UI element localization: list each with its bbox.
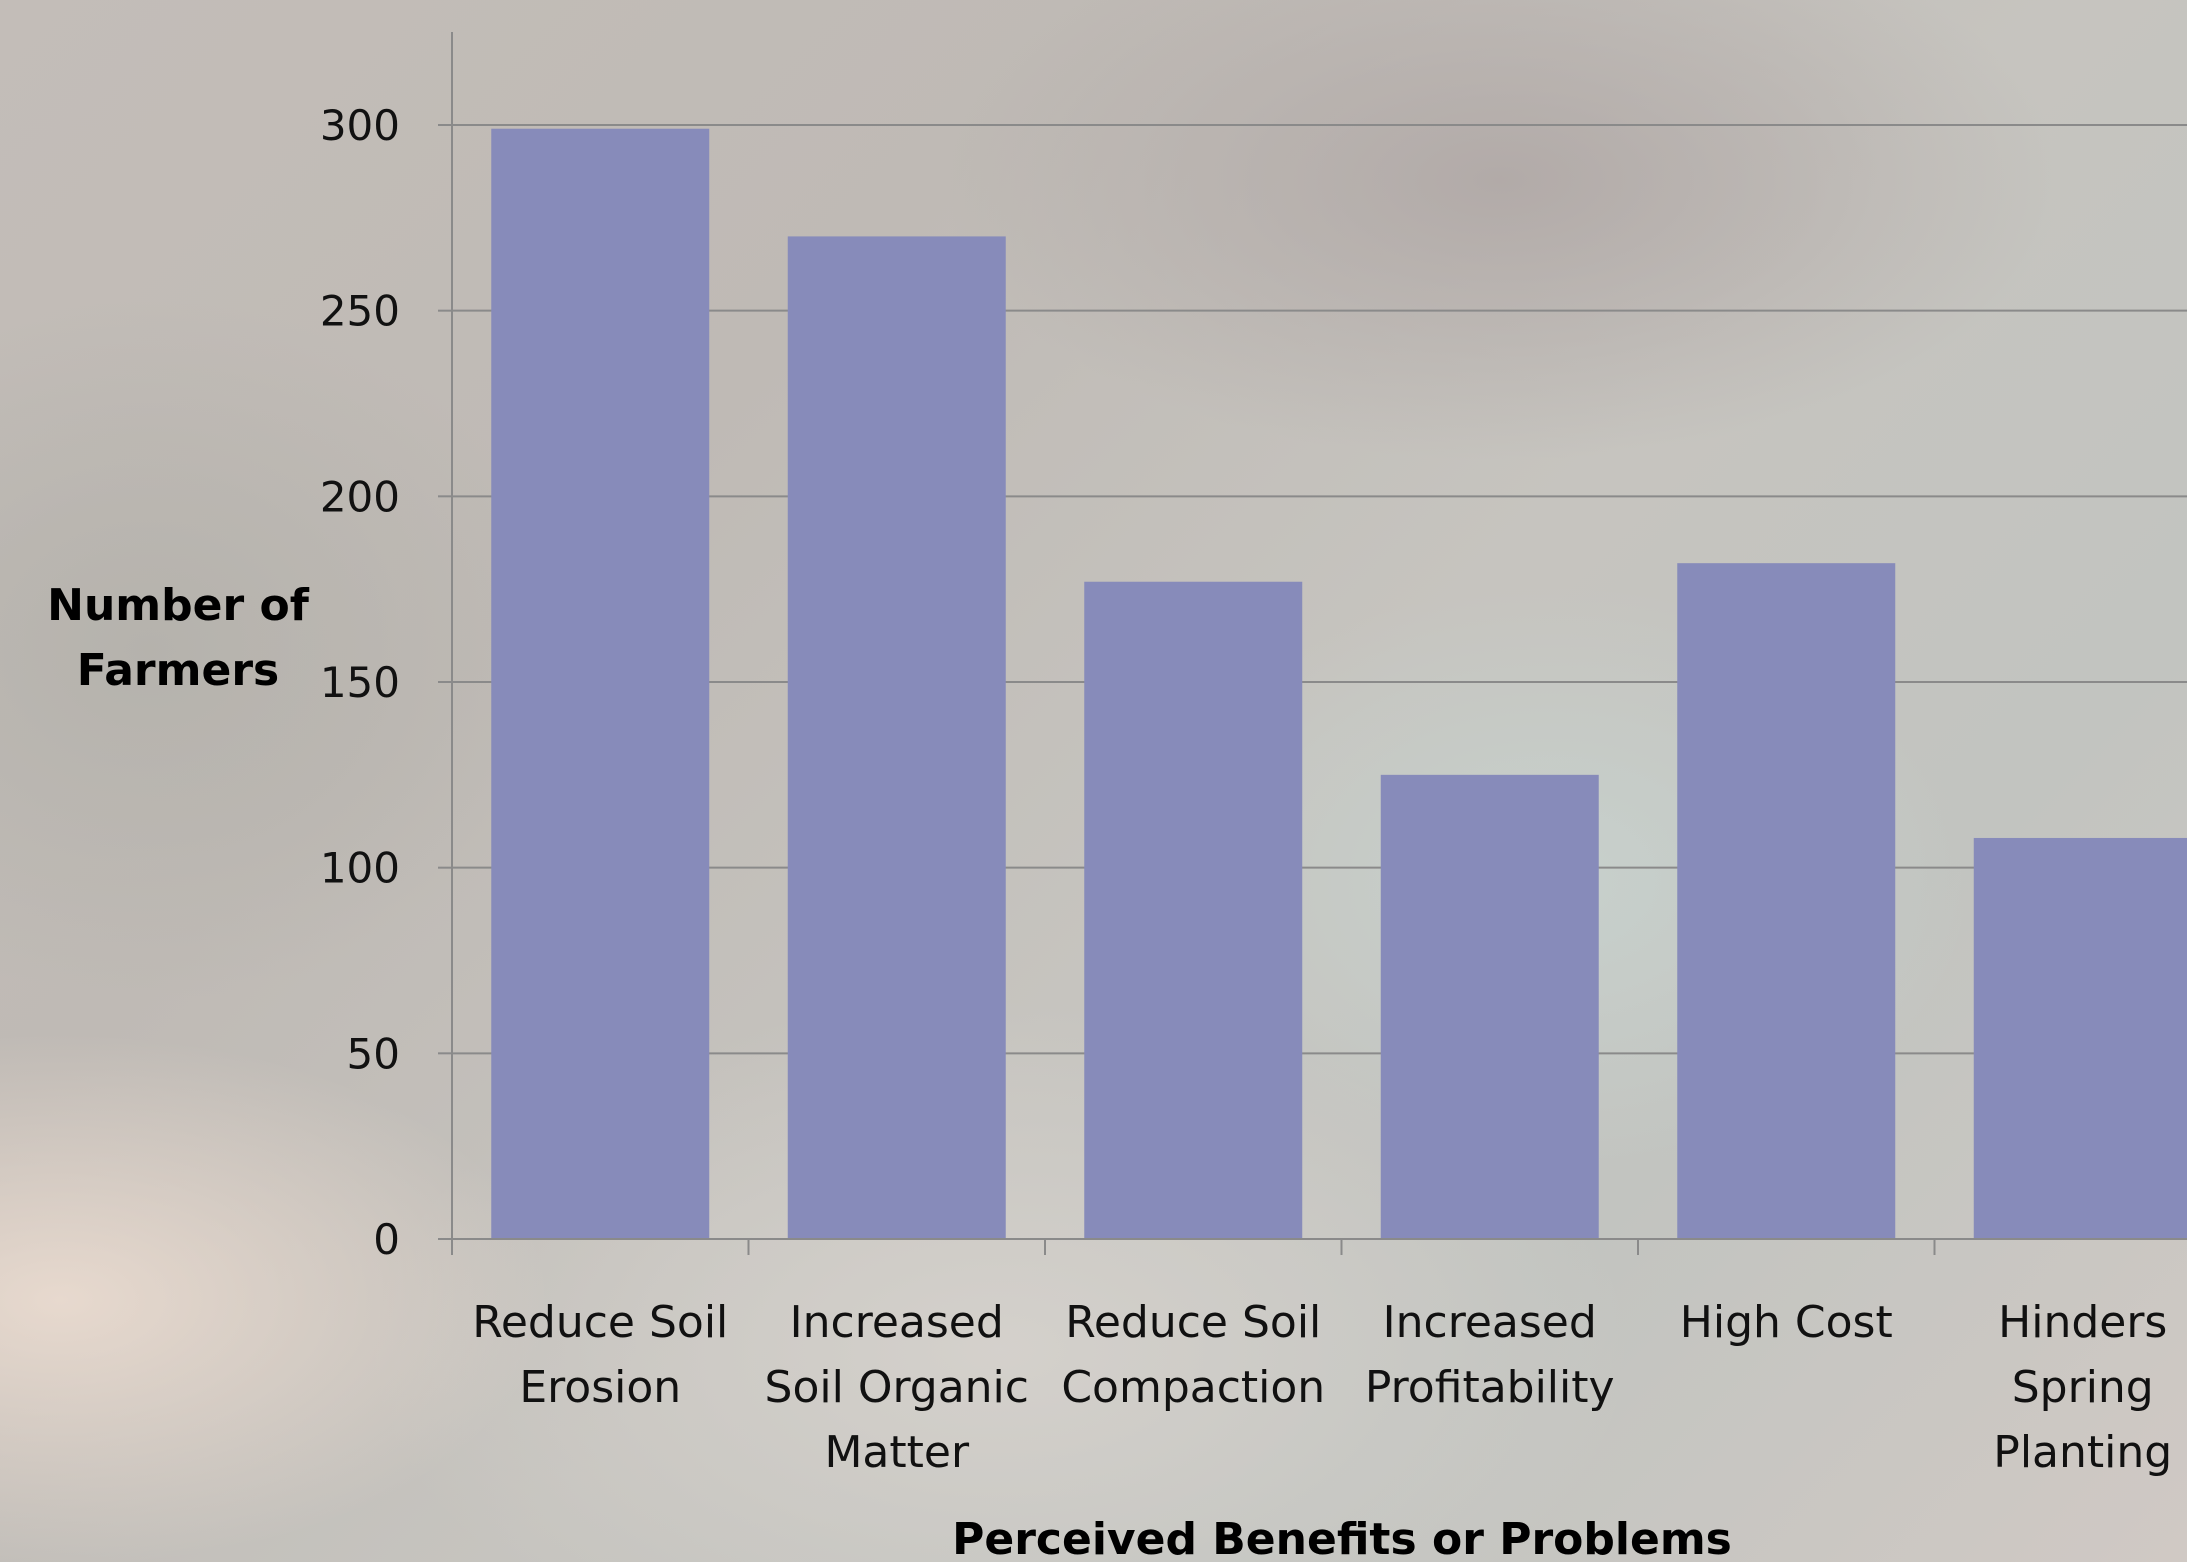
x-tick-label: High Cost	[1680, 1297, 1893, 1348]
x-tick-label: Reduce Soil Compaction	[1061, 1297, 1325, 1413]
bar-3	[1084, 581, 1303, 1239]
x-tick-label-line: Compaction	[1061, 1362, 1325, 1413]
x-tick-label: Hinders Spring Planting	[1993, 1297, 2172, 1478]
x-tick-label-line: High Cost	[1680, 1297, 1893, 1348]
x-axis-ticks: Reduce Soil Erosion Increased Soil Organic M…	[451, 1239, 2172, 1478]
x-tick-label-line: Spring	[2012, 1362, 2154, 1413]
bar-6	[1973, 837, 2187, 1239]
y-tick-label: 250	[320, 287, 400, 336]
x-tick-label-line: Erosion	[519, 1362, 681, 1413]
x-tick-label: Reduce Soil Erosion	[472, 1297, 728, 1413]
y-tick-label: 100	[320, 844, 400, 893]
x-tick-label: Increased Profitability	[1365, 1297, 1615, 1413]
x-tick-label-line: Increased	[790, 1297, 1004, 1348]
bar-5	[1677, 563, 1896, 1239]
axes	[451, 32, 2187, 1240]
x-tick-label-line: Reduce Soil	[472, 1297, 728, 1348]
bar-2	[787, 236, 1006, 1239]
x-tick-label-line: Profitability	[1365, 1362, 1615, 1413]
y-axis-ticks: 0 50 100 150 200 250 300	[320, 101, 452, 1264]
x-tick-label-line: Increased	[1383, 1297, 1597, 1348]
x-tick-label-line: Reduce Soil	[1065, 1297, 1321, 1348]
y-tick-label: 200	[320, 472, 400, 521]
y-axis-title: Number of Farmers	[47, 580, 310, 696]
bar-4	[1380, 774, 1599, 1239]
y-axis-title-line: Farmers	[77, 645, 279, 696]
x-axis-title: Perceived Benefits or Problems	[952, 1514, 1732, 1562]
x-tick-label-line: Matter	[824, 1427, 970, 1478]
y-tick-label: 0	[373, 1215, 400, 1264]
y-tick-label: 50	[347, 1029, 400, 1078]
y-tick-label: 300	[320, 101, 400, 150]
x-tick-label-line: Soil Organic	[765, 1362, 1029, 1413]
x-tick-label-line: Hinders	[1998, 1297, 2167, 1348]
bar-1	[491, 128, 710, 1239]
bars	[491, 128, 2187, 1239]
gridlines	[452, 124, 2187, 1055]
y-axis-title-line: Number of	[47, 580, 310, 631]
x-tick-label: Increased Soil Organic Matter	[765, 1297, 1029, 1478]
y-tick-label: 150	[320, 658, 400, 707]
x-tick-label-line: Planting	[1993, 1427, 2172, 1478]
